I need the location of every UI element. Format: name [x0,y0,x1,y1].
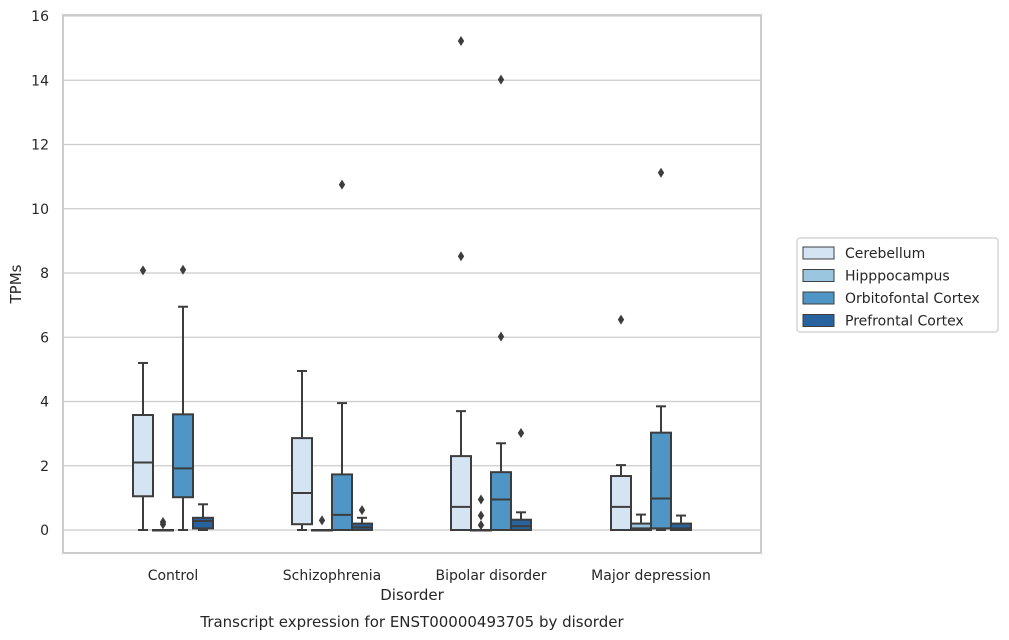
box-plot-series [132,36,692,532]
box-iqr [490,471,512,531]
plot-frame [62,14,762,554]
series-hipppocampus [152,494,652,532]
box-iqr [331,473,353,531]
legend-label-2: Orbitofontal Cortex [845,291,980,307]
outlier-point [477,494,485,505]
box-bipolar-disorder-0 [450,36,472,531]
x-axis-label: Disorder [380,586,444,604]
outlier-point [159,516,167,527]
outlier-point [457,36,465,47]
y-tick-label-2: 2 [40,459,49,475]
box-schizophrenia-3 [351,505,373,532]
legend-swatch-0 [802,246,835,260]
box-major-depression-3 [670,514,692,532]
outlier-point [179,264,187,275]
box-schizophrenia-2 [331,179,353,531]
legend-label-3: Prefrontal Cortex [845,314,964,330]
box-schizophrenia-1 [311,515,333,532]
legend-swatch-2 [802,291,835,305]
x-tick-label-control: Control [148,568,199,584]
legend-frame [796,237,999,333]
box-iqr [192,516,214,530]
series-cerebellum [132,36,632,531]
box-iqr [172,413,194,499]
y-tick-label-10: 10 [31,202,49,218]
legend-swatch-3 [802,314,835,327]
y-tick-label-14: 14 [31,73,49,89]
y-tick-label-4: 4 [40,395,49,411]
box-iqr [650,431,672,530]
y-axis-label: TPMs [7,264,25,304]
legend-swatch-1 [802,269,835,282]
box-bipolar-disorder-1 [470,494,492,532]
outlier-point [318,515,326,526]
legend: Cerebellum Hipppocampus Orbitofontal Corte… [796,237,999,333]
box-iqr [132,413,154,498]
box-bipolar-disorder-2 [490,74,512,531]
outlier-point [477,510,485,521]
series-prefrontal-cortex [192,427,692,532]
y-tick-label-8: 8 [40,266,49,282]
box-major-depression-2 [650,167,672,531]
outlier-point [358,505,366,516]
outlier-point [457,251,465,262]
outlier-point [617,314,625,325]
box-major-depression-1 [630,513,652,532]
box-control-1 [152,516,174,532]
outlier-point [139,265,147,276]
box-control-2 [172,264,194,531]
box-iqr [291,437,313,526]
box-iqr [510,518,532,531]
box-iqr [450,455,472,531]
x-tick-label-major-depression: Major depression [591,568,711,584]
series-orbitofontal-cortex [172,74,672,531]
box-bipolar-disorder-3 [510,427,532,531]
legend-label-1: Hipppocampus [845,269,950,285]
outlier-point [497,331,505,342]
y-tick-label-12: 12 [31,138,49,154]
box-schizophrenia-0 [291,369,313,531]
box-iqr [610,475,632,531]
x-axis-ticks: Control Schizophrenia Bipolar disorder Majo… [148,568,711,584]
y-tick-label-0: 0 [40,523,49,539]
chart-caption: Transcript expression for ENST0000049370… [199,613,624,631]
outlier-point [338,179,346,190]
y-axis-ticks: 0 2 4 6 8 10 12 14 16 [31,9,49,539]
box-control-0 [132,265,154,531]
box-control-3 [192,503,214,531]
box-iqr [670,522,692,532]
legend-label-0: Cerebellum [845,246,925,262]
y-tick-label-16: 16 [31,9,49,25]
outlier-point [477,520,485,531]
outlier-point [497,74,505,85]
box-major-depression-0 [610,314,632,531]
y-tick-label-6: 6 [40,330,49,346]
outlier-point [517,427,525,438]
outlier-point [657,167,665,178]
x-tick-label-schizophrenia: Schizophrenia [283,568,381,584]
x-tick-label-bipolar-disorder: Bipolar disorder [435,568,546,584]
